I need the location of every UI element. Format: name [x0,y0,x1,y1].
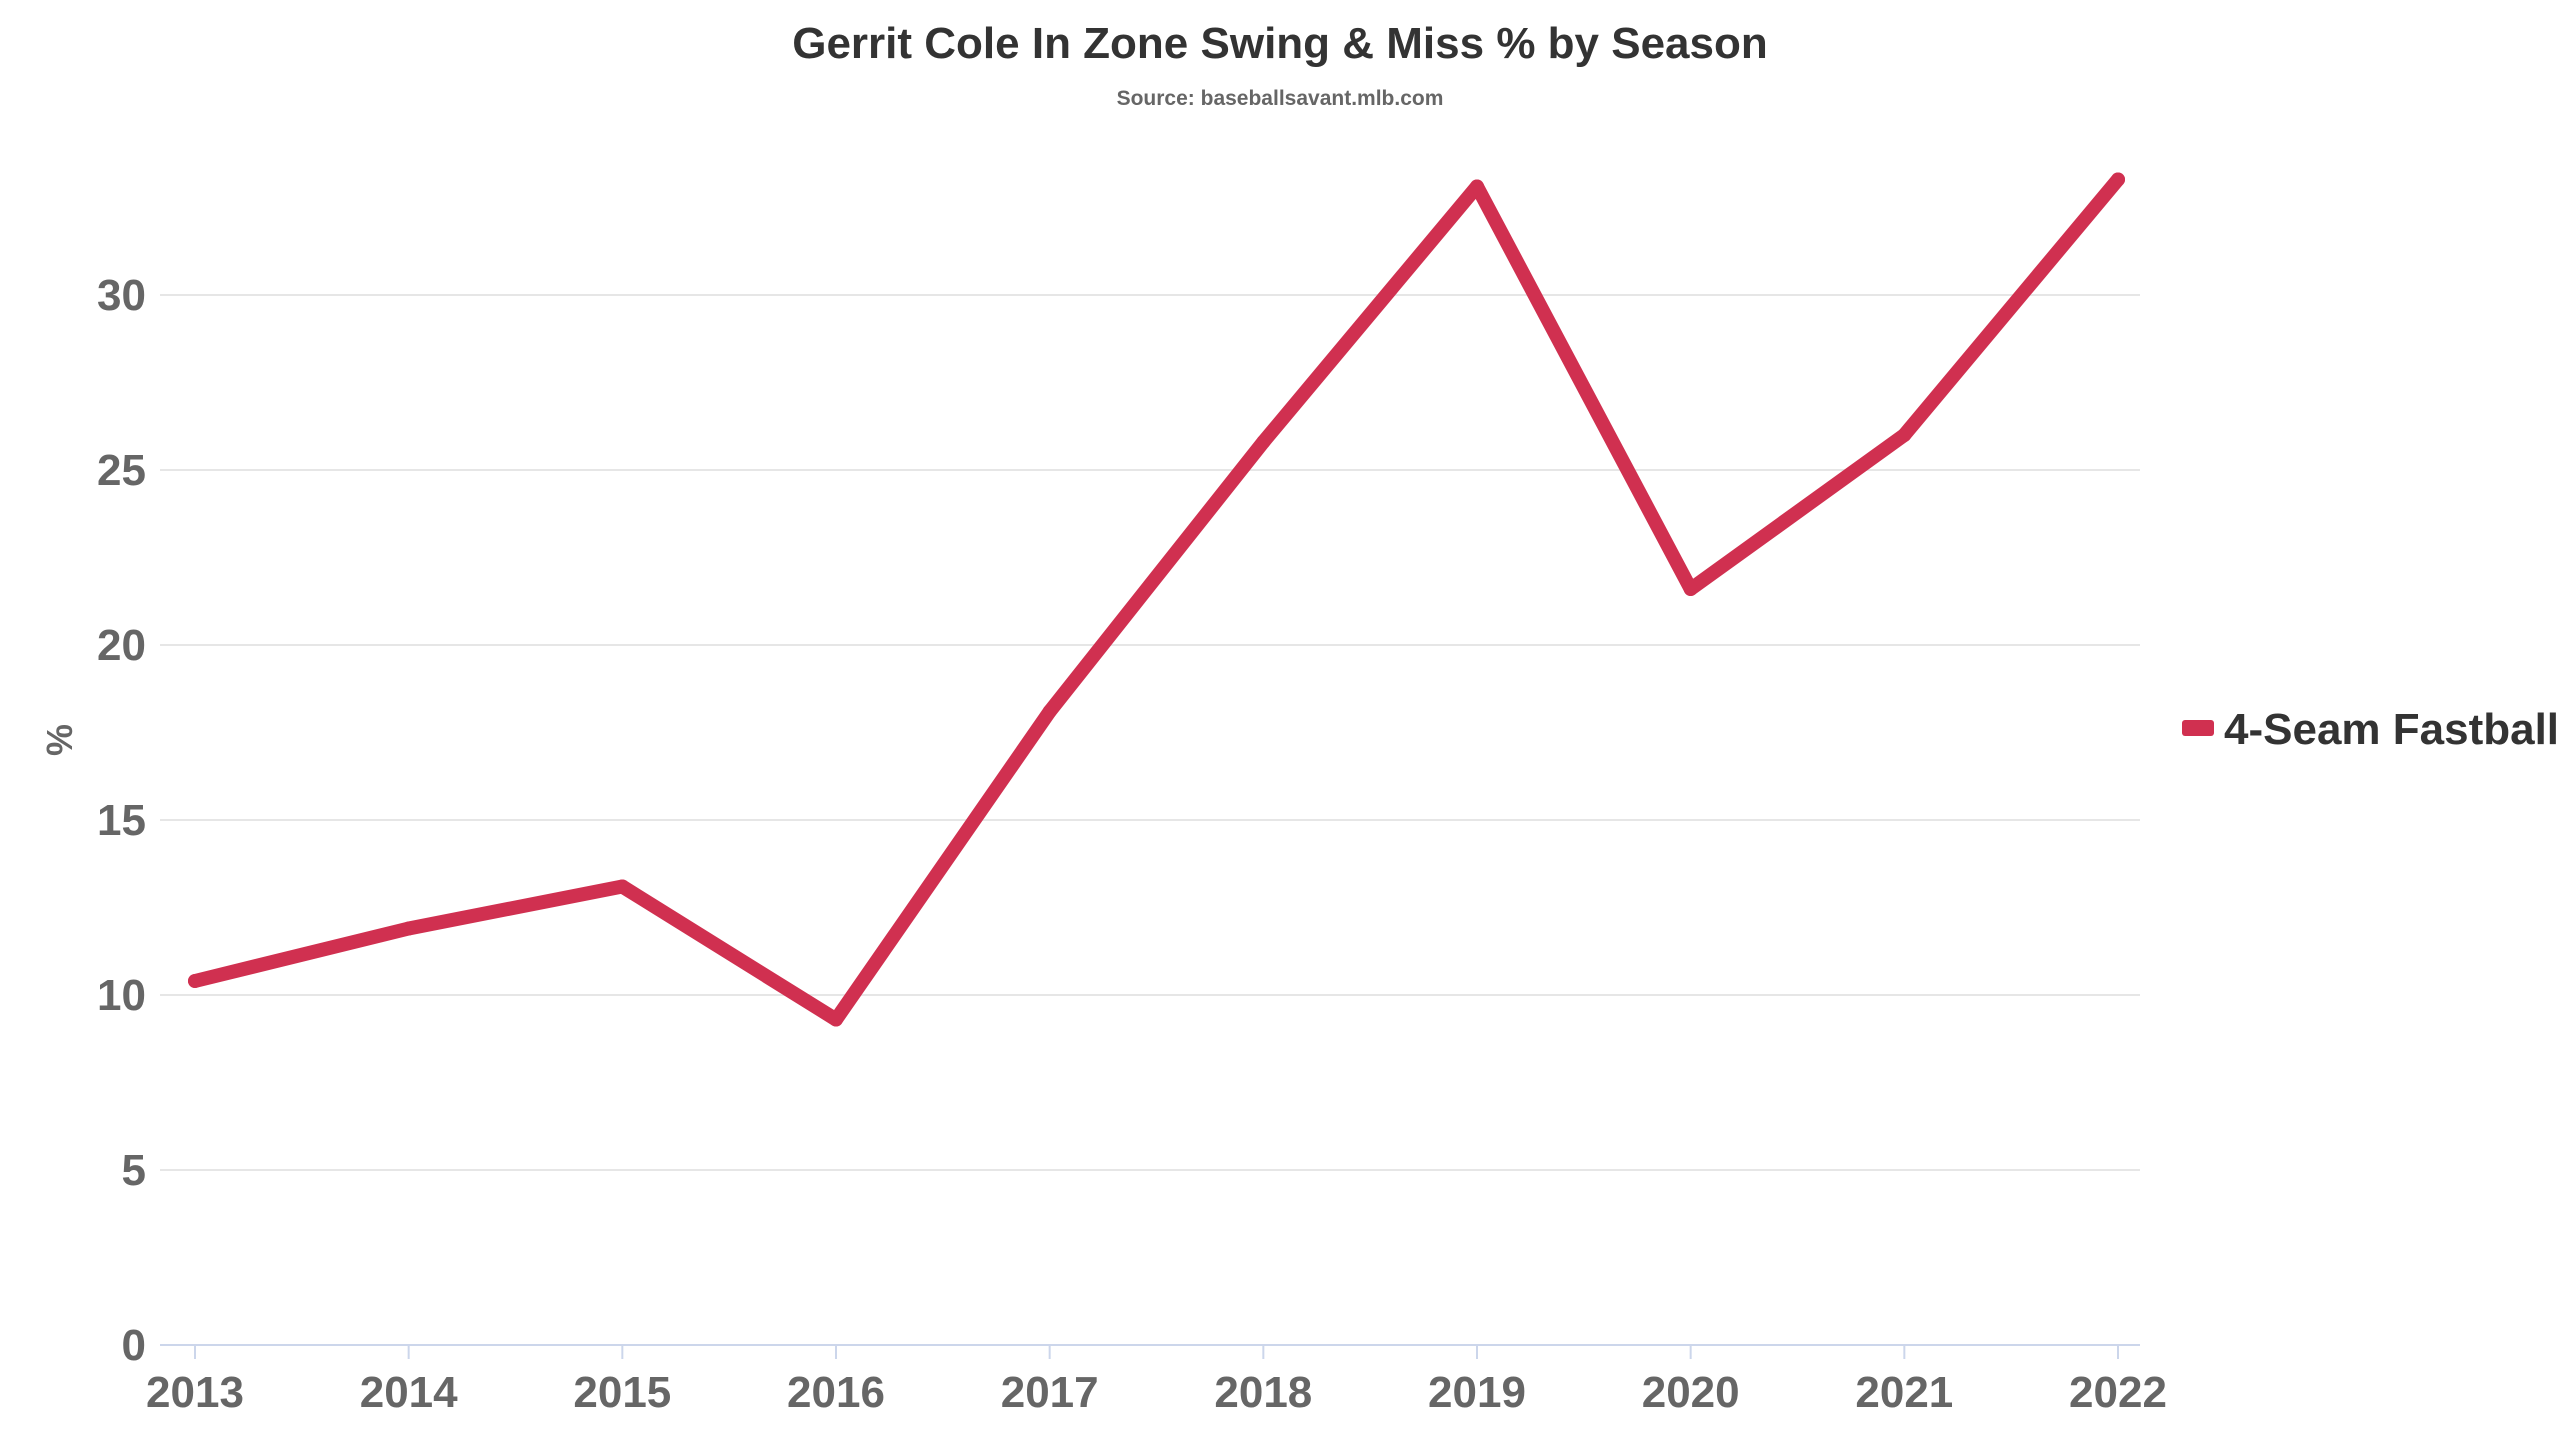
x-axis [160,1344,2140,1359]
data-point[interactable] [188,974,202,988]
y-axis-title: % [39,724,80,756]
y-tick-label: 10 [97,971,146,1020]
y-tick-label: 5 [122,1146,146,1195]
data-point[interactable] [1470,179,1484,194]
legend-swatch[interactable] [2182,720,2214,736]
data-point[interactable] [1256,435,1271,449]
data-point[interactable] [401,921,416,936]
x-tick-label: 2013 [146,1368,244,1417]
legend-label[interactable]: 4-Seam Fastball [2224,705,2559,754]
y-tick-label: 25 [97,446,146,495]
x-tick-label: 2020 [1642,1368,1740,1417]
x-tick-label: 2019 [1428,1368,1526,1417]
x-tick-label: 2014 [360,1368,458,1417]
data-point[interactable] [829,1012,843,1027]
chart-subtitle: Source: baseballsavant.mlb.com [1117,87,1444,110]
y-tick-label: 30 [97,271,146,320]
series-layer [188,172,2125,1027]
chart-title: Gerrit Cole In Zone Swing & Miss % by Se… [792,19,1768,68]
y-tick-label: 15 [97,796,146,845]
x-tick-label: 2021 [1855,1368,1953,1417]
series-line[interactable] [188,172,2125,1027]
data-point[interactable] [2111,172,2125,187]
x-tick-label: 2015 [573,1368,671,1417]
x-tick-label: 2022 [2069,1368,2167,1417]
legend[interactable]: 4-Seam Fastball [2182,705,2559,754]
data-point[interactable] [615,879,630,894]
x-tick-label: 2017 [1001,1368,1099,1417]
y-tick-label: 0 [122,1321,146,1370]
grid-lines [160,294,2140,1171]
x-axis-labels: 2013 2014 2015 2016 2017 2018 2019 2020 2021 2022 [146,1368,2167,1417]
x-tick-label: 2018 [1214,1368,1312,1417]
data-point[interactable] [1042,704,1057,719]
y-axis-labels: 0 5 10 15 20 25 30 [97,271,146,1370]
data-point[interactable] [1897,428,1912,442]
x-tick-label: 2016 [787,1368,885,1417]
data-point[interactable] [1683,582,1698,596]
y-tick-label: 20 [97,621,146,670]
